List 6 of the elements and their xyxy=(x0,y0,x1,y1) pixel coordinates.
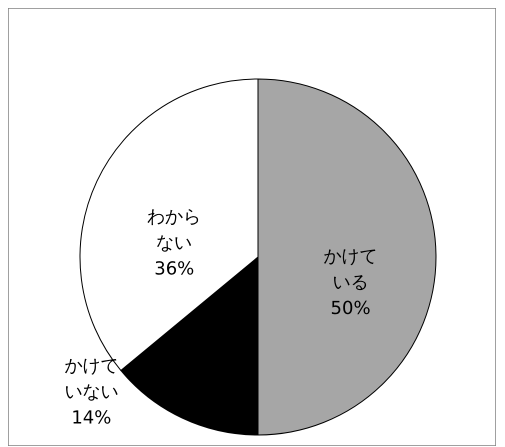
slice-label: かけていない xyxy=(64,355,118,402)
slice-label: わからない xyxy=(147,206,202,254)
data-label: 50% xyxy=(330,298,371,319)
slice-label: かけている xyxy=(324,246,378,293)
data-label: 36% xyxy=(154,258,194,280)
data-label: 14% xyxy=(71,407,112,428)
